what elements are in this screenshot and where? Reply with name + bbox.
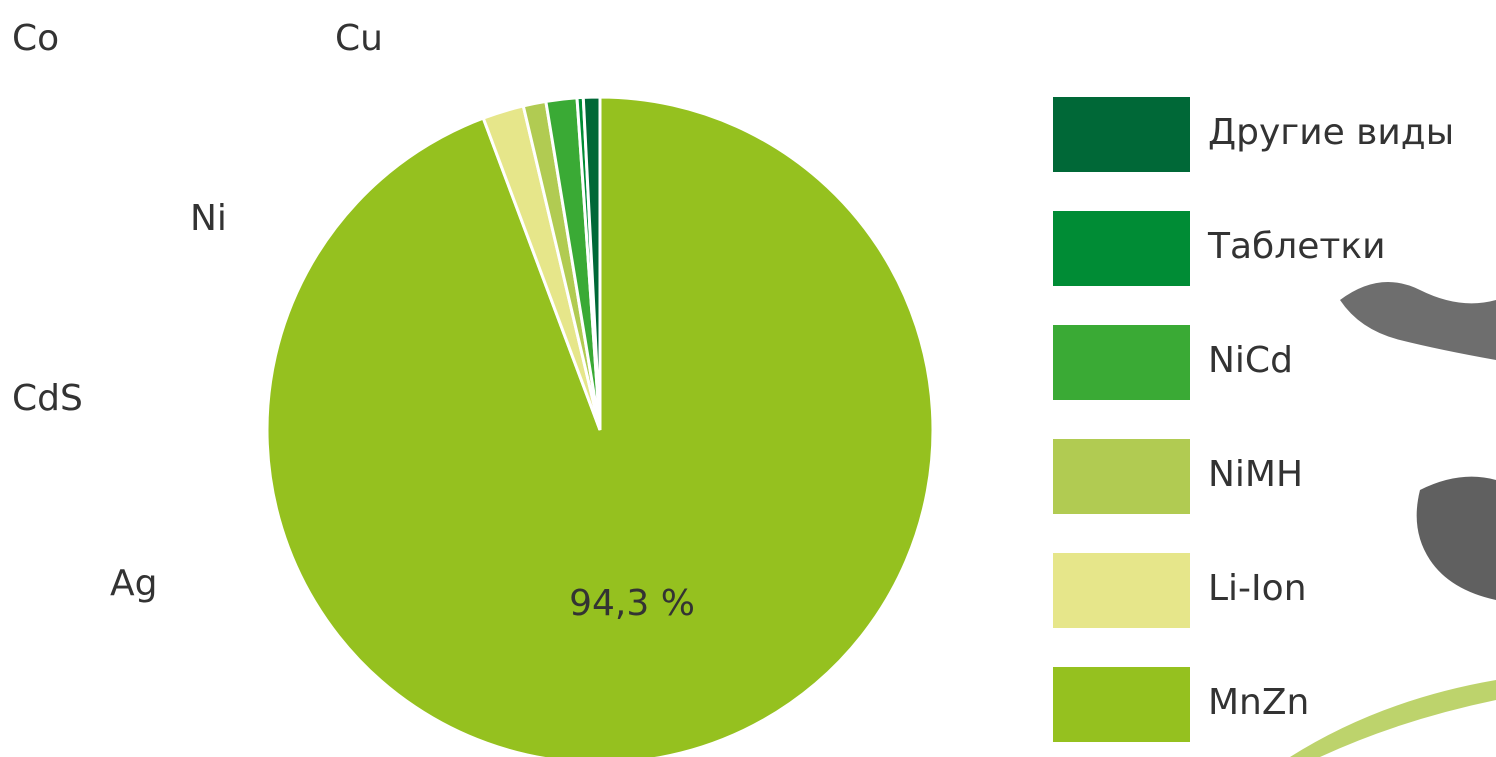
legend-label: Li-Ion	[1208, 568, 1307, 609]
legend-label: MnZn	[1208, 682, 1309, 723]
annotation: Co	[12, 18, 59, 59]
chart: Co Cu Ni CdS Ag 94,3 % MnZn Li-Ion NiMH NiCd Табле…	[0, 0, 1496, 757]
legend-swatch	[1053, 553, 1190, 628]
annotation: CdS	[12, 378, 83, 419]
annotation: Ag	[110, 563, 157, 604]
legend-label: Таблетки	[1207, 226, 1386, 267]
legend-swatch	[1053, 439, 1190, 514]
legend-swatch	[1053, 97, 1190, 172]
legend-swatch	[1053, 667, 1190, 742]
legend-label: Другие виды	[1208, 112, 1454, 153]
value-label: 94,3 %	[569, 583, 695, 624]
legend-label: NiMH	[1208, 454, 1303, 495]
background-decoration	[1290, 282, 1496, 757]
legend-swatch	[1053, 325, 1190, 400]
legend-label: NiCd	[1208, 340, 1293, 381]
annotation: Ni	[190, 198, 227, 239]
legend-swatch	[1053, 211, 1190, 286]
annotation: Cu	[335, 18, 383, 59]
